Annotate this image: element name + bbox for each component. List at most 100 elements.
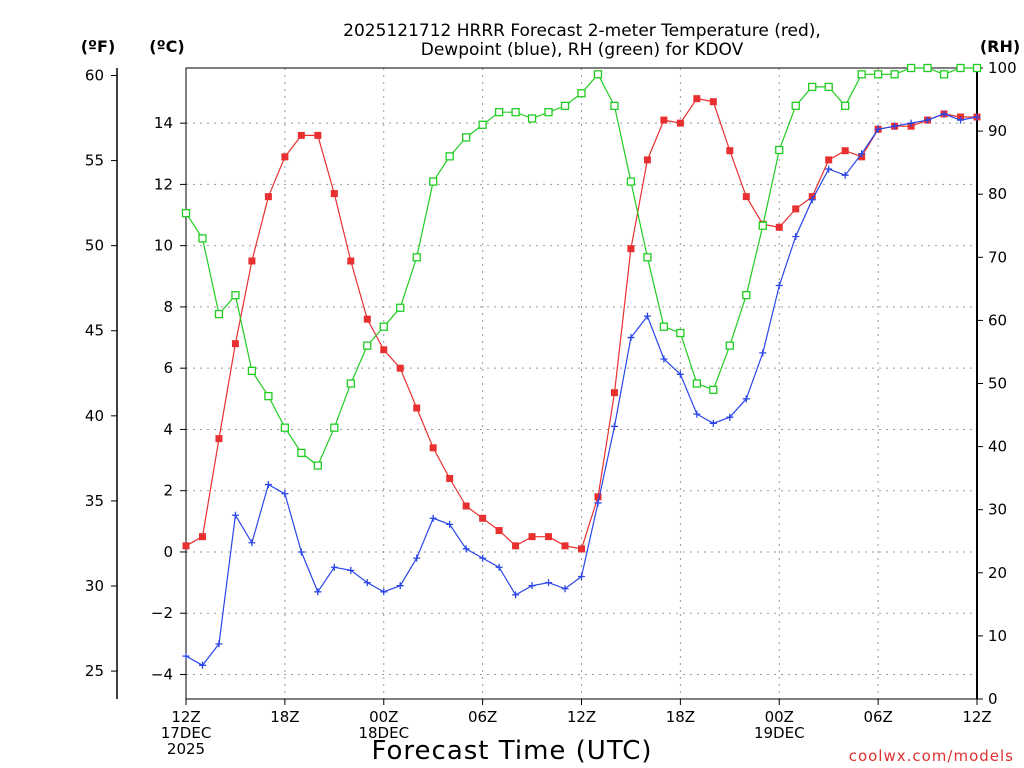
rh-point [676, 328, 685, 338]
temperature-point [330, 190, 338, 198]
dewpoint-point [297, 548, 305, 556]
fahrenheit-tick-label: 45 [85, 322, 104, 340]
temperature-point [248, 257, 256, 265]
temperature-point [231, 340, 239, 348]
temperature-point [198, 533, 206, 541]
time-tick-label: 06Z [863, 708, 892, 726]
temperature-point [545, 533, 553, 541]
celsius-tick-label: 8 [163, 298, 173, 316]
rh-point [198, 234, 207, 243]
temperature-point [726, 147, 734, 155]
rh-tick-label: 100 [988, 59, 1017, 77]
rh-point [494, 108, 504, 117]
dewpoint-point [281, 490, 289, 498]
rh-tick-label: 20 [988, 564, 1007, 582]
rh-point [659, 322, 669, 331]
rh-point [247, 366, 257, 376]
temperature-point [264, 193, 272, 201]
rh-point [560, 101, 570, 111]
dewpoint-point [792, 232, 800, 240]
dewpoint-point [808, 196, 816, 204]
time-tick-label: 00Z [369, 708, 398, 726]
grid-lines [186, 68, 977, 699]
rh-point [939, 70, 949, 79]
dewpoint-point [396, 582, 404, 590]
celsius-tick-label: −2 [151, 604, 173, 622]
rh-point [857, 70, 866, 79]
dewpoint-point [512, 591, 520, 599]
dewpoint-point [462, 545, 470, 553]
fahrenheit-tick-label: 40 [85, 407, 104, 425]
rh-point [758, 221, 767, 230]
temperature-point [693, 95, 701, 103]
time-tick-date-label: 18DEC [358, 724, 409, 742]
rh-point [412, 253, 421, 262]
celsius-tick-label: 6 [163, 359, 173, 377]
celsius-tick-label: 4 [163, 420, 173, 438]
rh-tick-label: 70 [988, 248, 1007, 266]
dewpoint-point [545, 579, 553, 587]
temperature-point [446, 474, 454, 482]
dewpoint-point [182, 652, 190, 660]
time-tick-label: 18Z [270, 708, 299, 726]
time-tick-label: 12Z [962, 708, 991, 726]
temperature-point [413, 404, 421, 412]
dewpoint-point [215, 640, 223, 648]
time-tick-label: 06Z [468, 708, 497, 726]
temperature-point [561, 542, 569, 550]
temperature-point [479, 514, 487, 522]
rh-point [297, 448, 306, 458]
rh-point [956, 63, 965, 73]
dewpoint-point [627, 334, 635, 342]
dewpoint-point [495, 563, 503, 571]
dewpoint-point [973, 113, 981, 121]
dewpoint-point [907, 119, 915, 127]
rh-point [396, 303, 405, 312]
rh-point [873, 70, 883, 79]
rh-point [313, 461, 322, 470]
temperature-point [610, 389, 618, 397]
dewpoint-point [858, 150, 866, 158]
rh-point [906, 63, 916, 73]
rh-point [181, 208, 191, 218]
rh-tick-label: 50 [988, 375, 1007, 393]
rh-tick-label: 30 [988, 501, 1007, 519]
rh-point [346, 379, 355, 388]
rh-tick-label: 40 [988, 438, 1007, 456]
rh-tick-label: 60 [988, 311, 1007, 329]
rh-point [214, 309, 224, 319]
celsius-unit-label: (ºC) [149, 37, 184, 56]
celsius-tick-label: −4 [151, 665, 173, 683]
rh-point [264, 391, 273, 401]
dewpoint-point [413, 554, 421, 562]
dewpoint-point [578, 572, 585, 580]
temperature-point [660, 116, 668, 124]
dewpoint-point [248, 539, 256, 547]
dewpoint-point [957, 116, 965, 124]
series-layer [181, 63, 982, 669]
fahrenheit-tick-label: 55 [85, 152, 104, 170]
temperature-point [380, 346, 388, 354]
temperature-point [528, 533, 536, 541]
temperature-series [182, 95, 981, 553]
temperature-point [643, 156, 651, 164]
dewpoint-point [446, 520, 454, 528]
temperature-point [495, 527, 503, 535]
chart-title-line-1: 2025121712 HRRR Forecast 2-meter Tempera… [343, 21, 821, 41]
rh-point [808, 82, 817, 92]
dewpoint-point [264, 481, 272, 489]
temperature-point [841, 147, 849, 155]
rh-point [890, 70, 899, 79]
rh-point [330, 423, 339, 432]
temperature-point [792, 205, 800, 213]
dewpoint-point [429, 514, 437, 522]
dewpoint-point [759, 349, 767, 357]
temperature-point [347, 257, 355, 265]
dewpoint-point [775, 281, 783, 289]
rh-point [626, 177, 636, 186]
rh-point [791, 101, 800, 111]
fahrenheit-tick-label: 25 [85, 662, 104, 680]
rh-point [775, 145, 784, 155]
temperature-point [627, 245, 635, 253]
temperature-point [676, 119, 684, 127]
